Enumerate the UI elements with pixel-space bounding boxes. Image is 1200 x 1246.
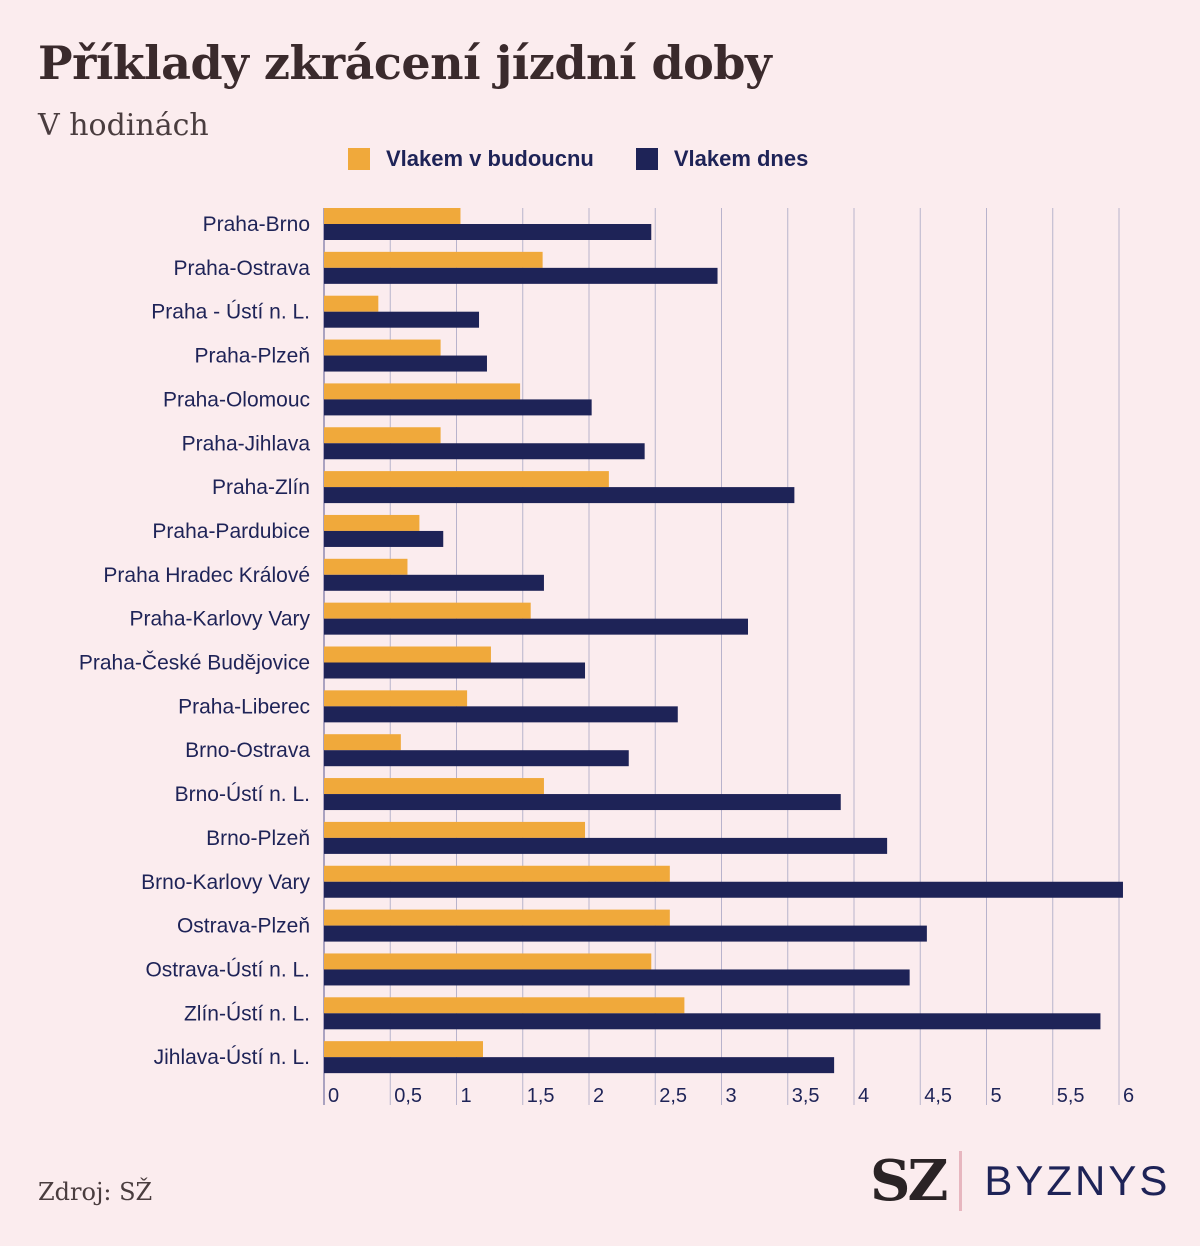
bar-today (324, 837, 888, 854)
bar-future (324, 1041, 483, 1058)
bar-future (324, 208, 461, 224)
bar-future (324, 690, 468, 707)
bar-today (324, 750, 629, 767)
category-label: Jihlava-Ústí n. L. (154, 1046, 310, 1069)
bar-future (324, 646, 491, 663)
legend-label-today: Vlakem dnes (673, 146, 809, 171)
bar-today (324, 574, 544, 591)
bar-future (324, 514, 420, 531)
bar-future (324, 821, 586, 838)
bar-future (324, 865, 670, 882)
bar-today (324, 487, 795, 504)
legend-label-future: Vlakem v budoucnu (386, 146, 594, 171)
bar-today (324, 1013, 1101, 1030)
x-tick-label: 4,5 (924, 1085, 952, 1107)
legend-item-future: Vlakem v budoucnu (348, 146, 594, 172)
bar-future (324, 558, 408, 575)
source-note: Zdroj: SŽ (38, 1178, 153, 1206)
category-label: Praha-Plzeň (194, 345, 310, 368)
category-label: Praha-České Budějovice (79, 652, 310, 675)
category-label: Ostrava-Ústí n. L. (145, 958, 310, 981)
chart-title: Příklady zkrácení jízdní doby (38, 36, 772, 90)
category-label: Praha-Ostrava (173, 257, 310, 280)
bar-today (324, 706, 678, 723)
x-tick-label: 2 (593, 1085, 604, 1107)
chart-subtitle: V hodinách (38, 108, 209, 143)
brand-separator (959, 1151, 963, 1211)
bar-today (324, 530, 444, 547)
x-tick-label: 5,5 (1057, 1085, 1085, 1107)
x-tick-label: 0 (328, 1085, 339, 1107)
category-label: Brno-Ústí n. L. (175, 783, 310, 806)
x-tick-label: 0,5 (394, 1085, 422, 1107)
category-label: Praha-Olomouc (163, 388, 310, 411)
bar-future (324, 339, 441, 356)
x-tick-label: 3,5 (792, 1085, 820, 1107)
category-label: Brno-Plzeň (206, 827, 310, 850)
bar-future (324, 997, 685, 1014)
bar-today (324, 311, 480, 328)
bar-future (324, 295, 379, 312)
bar-today (324, 618, 748, 635)
bar-today (324, 399, 592, 416)
x-tick-label: 6 (1123, 1085, 1134, 1107)
category-label: Zlín-Ústí n. L. (184, 1002, 310, 1025)
category-label: Praha Hradec Králové (103, 564, 310, 587)
category-label: Praha-Pardubice (152, 520, 310, 543)
bar-today (324, 881, 1123, 898)
bar-future (324, 471, 609, 488)
category-label: Ostrava-Plzeň (177, 915, 310, 938)
chart-legend: Vlakem v budoucnu Vlakem dnes (348, 146, 850, 172)
bar-future (324, 778, 544, 795)
bar-today (324, 355, 487, 372)
legend-item-today: Vlakem dnes (635, 146, 809, 172)
brand-logo: SZ BYZNYS (870, 1148, 1171, 1214)
category-label: Brno-Karlovy Vary (141, 871, 310, 894)
legend-swatch-today (635, 148, 658, 170)
bar-future (324, 602, 531, 619)
bar-today (324, 794, 841, 811)
bar-today (324, 925, 927, 942)
x-tick-label: 2,5 (659, 1085, 687, 1107)
legend-swatch-future (348, 148, 370, 170)
category-label: Praha - Ústí n. L. (151, 301, 310, 324)
category-label: Praha-Liberec (178, 695, 310, 718)
bar-today (324, 267, 718, 284)
bar-future (324, 909, 670, 926)
x-tick-label: 1 (461, 1085, 472, 1107)
bar-today (324, 1057, 835, 1074)
bar-today (324, 969, 910, 986)
bar-today (324, 443, 645, 460)
category-label: Praha-Brno (203, 213, 310, 236)
bar-future (324, 383, 521, 400)
category-label: Praha-Karlovy Vary (129, 608, 310, 631)
brand-logo-sz: SZ (870, 1148, 948, 1214)
category-label: Brno-Ostrava (185, 739, 310, 762)
x-tick-label: 4 (858, 1085, 869, 1107)
bar-today (324, 662, 586, 679)
x-tick-label: 1,5 (527, 1085, 555, 1107)
bar-future (324, 427, 441, 444)
x-tick-label: 5 (991, 1085, 1002, 1107)
category-label: Praha-Jihlava (182, 432, 311, 455)
brand-logo-byznys: BYZNYS (984, 1157, 1171, 1204)
category-label: Praha-Zlín (212, 476, 310, 499)
bar-today (324, 224, 652, 240)
bar-future (324, 734, 401, 751)
x-tick-label: 3 (726, 1085, 737, 1107)
bar-future (324, 953, 652, 970)
bar-future (324, 251, 543, 268)
